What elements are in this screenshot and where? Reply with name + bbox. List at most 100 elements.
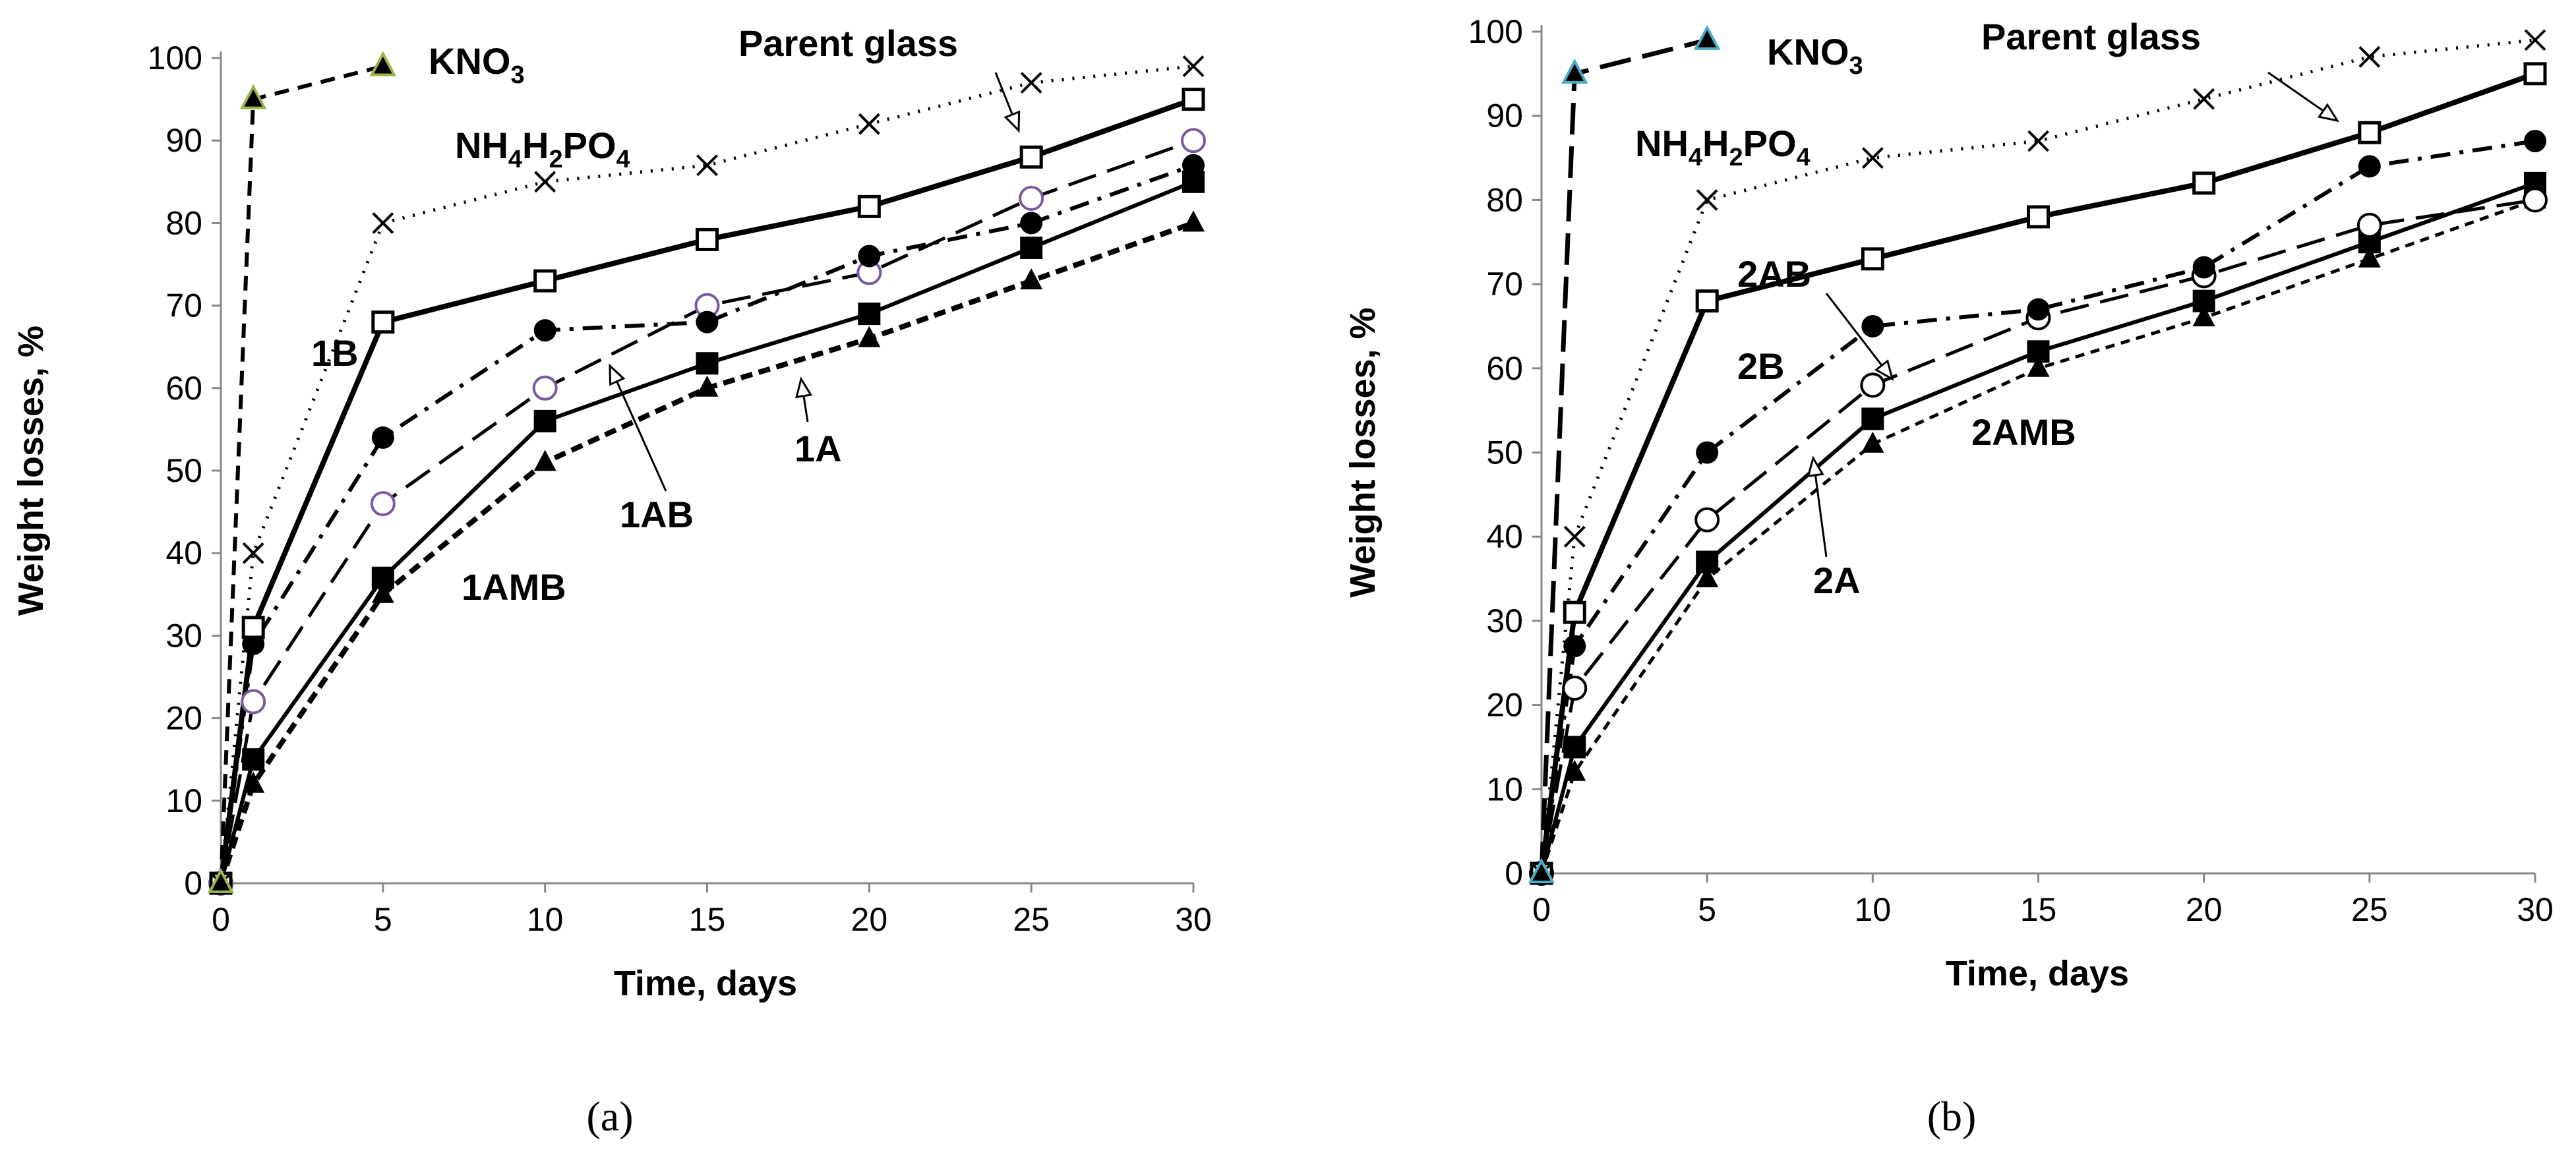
1amb-point-7 <box>1182 210 1205 232</box>
series-line-1ab <box>219 138 1194 884</box>
2ab-point-1 <box>1562 676 1588 701</box>
2b-point-4 <box>2027 298 2050 321</box>
annotation-2a: 2A <box>1813 560 1861 601</box>
annotation-1amb: 1AMB <box>462 566 566 608</box>
nh4h2po4-point-2 <box>1696 189 1718 211</box>
1a-arrow <box>795 376 813 423</box>
series-line-nh4h2po4 <box>219 65 1194 884</box>
2b-point-5 <box>2192 256 2215 279</box>
1ab-point-7 <box>1181 128 1206 154</box>
y-tick-label: 40 <box>165 535 202 571</box>
kno3-point-0 <box>1528 858 1555 883</box>
y-tick-label: 20 <box>165 700 202 737</box>
parent-glass-arrow <box>2267 71 2340 123</box>
series-line-nh4h2po4 <box>1540 38 2536 874</box>
panel-label: (b) <box>1927 1093 1977 1140</box>
kno3-point-1 <box>1561 58 1588 84</box>
1amb-point-1 <box>242 771 265 793</box>
y-tick-label: 100 <box>1468 13 1523 50</box>
parent-glass-point-3 <box>1861 247 1884 271</box>
parent-glass-point-5 <box>857 194 881 218</box>
x-tick-label: 25 <box>1013 901 1050 938</box>
parent-glass-point-4 <box>2027 205 2050 229</box>
1a-point-3 <box>533 409 556 432</box>
1a-point-4 <box>696 352 719 375</box>
parent-glass-point-2 <box>1695 289 1719 313</box>
parent-glass-arrow <box>994 72 1021 133</box>
x-tick-label: 5 <box>374 901 392 938</box>
1amb-point-5 <box>858 326 881 347</box>
1ab-point-6 <box>1019 185 1044 211</box>
2amb-point-5 <box>2192 289 2215 312</box>
series-line-parent-glass <box>1539 71 2536 874</box>
2a-point-2 <box>1696 566 1719 588</box>
nh4h2po4-point-5 <box>2193 88 2215 110</box>
y-tick-label: 80 <box>165 204 202 241</box>
series-line-1a <box>219 180 1195 884</box>
series-line-2a <box>1540 198 2536 874</box>
1amb-point-6 <box>1020 268 1043 290</box>
chart-panel-a: 0 10 20 30 40 50 60 70 80 90 100 0 5 10 15 20 25 30 Time, … <box>11 22 1212 1140</box>
annotation-parent-glass: Parent glass <box>1981 16 2201 57</box>
2b-point-1 <box>1563 635 1586 658</box>
kno3-point-2 <box>1693 24 1721 50</box>
y-tick-label: 70 <box>1486 266 1523 303</box>
parent-glass-point-4 <box>696 227 719 251</box>
chart-panel-b: 0 10 20 30 40 50 60 70 80 90 100 0 5 10 15 20 25 30 Time, … <box>1343 13 2554 1140</box>
y-tick-label: 0 <box>184 865 202 902</box>
series-markers-2b <box>1530 130 2546 885</box>
y-tick-label: 30 <box>1486 602 1523 639</box>
parent-glass-point-6 <box>1019 145 1043 169</box>
parent-glass-point-7 <box>2523 62 2547 86</box>
series-markers-2ab <box>1529 187 2548 886</box>
nh4h2po4-point-6 <box>2358 45 2381 68</box>
2b-point-3 <box>1861 314 1884 337</box>
annotation-kno3: KNO3 <box>429 40 525 89</box>
2amb-point-2 <box>1696 550 1719 573</box>
series-line-2b <box>1540 139 2536 874</box>
2ab-point-6 <box>2356 212 2382 238</box>
1b-point-4 <box>696 310 719 334</box>
nh4h2po4-point-3 <box>534 171 556 193</box>
annotation-nh4h2po4: NH4H2PO4 <box>455 125 630 173</box>
y-tick-label: 20 <box>1486 687 1523 724</box>
series-markers-1a <box>210 170 1205 894</box>
parent-glass-point-1 <box>1563 600 1586 624</box>
1ab-point-1 <box>241 689 266 715</box>
annotation-2b: 2B <box>1737 345 1785 387</box>
x-axis-title: Time, days <box>1946 954 2129 993</box>
y-tick-label: 30 <box>165 617 202 654</box>
series-markers-1b <box>210 154 1205 894</box>
series-markers-kno3 <box>207 51 397 893</box>
series-line-parent-glass <box>218 96 1195 884</box>
2a-point-4 <box>2027 355 2050 377</box>
x-axis-title: Time, days <box>614 964 797 1003</box>
nh4h2po4-point-4 <box>696 154 718 177</box>
parent-glass-point-3 <box>533 269 557 293</box>
parent-glass-point-7 <box>1182 88 1205 111</box>
1b-point-5 <box>858 245 881 268</box>
x-tick-label: 10 <box>527 901 564 938</box>
annotation-parent-glass: Parent glass <box>738 22 958 64</box>
kno3-point-0 <box>207 867 235 893</box>
y-tick-label: 60 <box>165 370 202 407</box>
x-tick-label: 10 <box>1855 891 1892 928</box>
series-markers-2amb <box>1530 171 2546 885</box>
series-markers-parent-glass <box>209 88 1205 895</box>
parent-glass-point-2 <box>371 310 395 334</box>
2b-point-6 <box>2358 155 2381 178</box>
2ab-arrow <box>1825 293 1894 382</box>
y-tick-label: 50 <box>165 452 202 489</box>
series-markers-2a <box>1530 187 2546 882</box>
annotation-2amb: 2AMB <box>1971 411 2076 453</box>
nh4h2po4-point-3 <box>1861 147 1884 169</box>
series-markers-kno3 <box>1528 24 1721 883</box>
2a-point-5 <box>2192 305 2215 327</box>
1a-point-1 <box>242 748 265 771</box>
1b-point-6 <box>1020 212 1043 235</box>
y-axis-title: Weight losses, % <box>11 326 51 616</box>
x-tick-label: 30 <box>2517 891 2554 928</box>
kno3-point-2 <box>369 51 397 76</box>
y-tick-label: 10 <box>165 782 202 819</box>
